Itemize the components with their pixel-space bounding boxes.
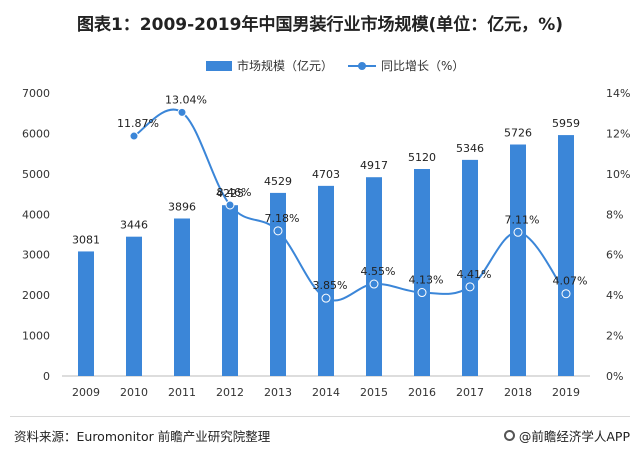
bar-value-label: 5726 <box>504 127 532 140</box>
y-right-tick-label: 0% <box>606 370 623 383</box>
growth-value-label: 7.11% <box>505 213 540 226</box>
legend-bar-swatch <box>206 60 232 71</box>
bar-2018 <box>510 144 526 376</box>
bar-2014 <box>318 185 334 376</box>
chart-title: 图表1：2009-2019年中国男装行业市场规模(单位：亿元，%) <box>76 15 564 35</box>
x-tick-label: 2013 <box>264 386 292 399</box>
bar-2010 <box>126 236 142 376</box>
y-left-tick-label: 2000 <box>22 289 50 302</box>
y-right-tick-label: 8% <box>606 208 623 221</box>
brand-text: @前瞻经济学人APP <box>518 429 630 444</box>
brand-logo-icon <box>503 430 515 441</box>
bar-2016 <box>414 169 430 376</box>
growth-value-label: 4.13% <box>409 274 444 287</box>
growth-point-2010 <box>129 131 139 141</box>
chart-plot: 0 1000 2000 3000 4000 5000 6000 7000 0% 2% 4% 6% 8% 1… <box>22 87 630 399</box>
bar-value-label: 3896 <box>168 200 196 213</box>
y-left-tick-label: 7000 <box>22 87 50 100</box>
growth-value-label: 4.07% <box>553 275 588 288</box>
growth-line <box>133 108 567 302</box>
growth-value-label: 7.18% <box>265 212 300 225</box>
legend-label-line: 同比增长（%） <box>381 59 465 73</box>
bar-value-label: 3446 <box>120 219 148 232</box>
growth-point-2016 <box>417 288 427 298</box>
bar-2015 <box>366 177 382 376</box>
bar-value-label: 4225 <box>216 187 244 200</box>
y-right-tick-label: 14% <box>606 87 630 100</box>
bar-value-label: 5120 <box>408 151 436 164</box>
x-tick-label: 2012 <box>216 386 244 399</box>
x-tick-label: 2010 <box>120 386 148 399</box>
bar-2017 <box>462 159 478 376</box>
y-right-tick-label: 2% <box>606 330 623 343</box>
y-right-tick-label: 10% <box>606 168 630 181</box>
growth-point-2011 <box>177 107 187 117</box>
x-tick-label: 2014 <box>312 386 340 399</box>
y-right-tick-label: 6% <box>606 249 623 262</box>
growth-point-2015 <box>369 279 379 289</box>
bar-2012 <box>222 205 238 376</box>
y-left-tick-label: 4000 <box>22 208 50 221</box>
bar-2019 <box>558 135 574 376</box>
growth-point-2018 <box>513 227 523 237</box>
growth-point-2014 <box>321 293 331 303</box>
bar-2011 <box>174 218 190 376</box>
bar-value-label: 5959 <box>552 117 580 130</box>
growth-value-label: 3.85% <box>313 279 348 292</box>
y-left-tick-label: 5000 <box>22 168 50 181</box>
y-left-tick-label: 0 <box>43 370 50 383</box>
bar-value-label: 5346 <box>456 142 484 155</box>
legend-item-bar: 市场规模（亿元） <box>206 57 333 74</box>
x-tick-label: 2018 <box>504 386 532 399</box>
legend-label-bar: 市场规模（亿元） <box>237 59 334 73</box>
y-right-tick-label: 4% <box>606 289 623 302</box>
y-left-tick-label: 3000 <box>22 249 50 262</box>
bar-value-label: 4917 <box>360 159 388 172</box>
source-note: 资料来源：Euromonitor 前瞻产业研究院整理 <box>14 429 271 444</box>
growth-value-label: 8.46% <box>217 186 252 199</box>
bar-value-label: 4529 <box>264 175 292 188</box>
growth-point-2019 <box>561 289 571 299</box>
bar-2009 <box>78 251 94 376</box>
footer-divider <box>10 416 630 417</box>
growth-point-2013 <box>273 226 283 236</box>
x-tick-label: 2015 <box>360 386 388 399</box>
x-tick-label: 2019 <box>552 386 580 399</box>
y-left-tick-label: 1000 <box>22 330 50 343</box>
x-tick-label: 2009 <box>72 386 100 399</box>
brand-credit: @前瞻经济学人APP <box>503 426 630 445</box>
growth-value-label: 13.04% <box>165 93 207 106</box>
legend: 市场规模（亿元） 同比增长（%） <box>0 57 640 75</box>
bar-2013 <box>270 192 286 376</box>
growth-value-label: 4.55% <box>361 265 396 278</box>
legend-item-line: 同比增长（%） <box>348 57 464 74</box>
legend-line-swatch <box>348 61 376 71</box>
growth-point-2012 <box>225 200 235 210</box>
growth-value-label: 11.87% <box>117 117 159 130</box>
x-tick-label: 2011 <box>168 386 196 399</box>
bar-value-label: 3081 <box>72 233 100 246</box>
growth-point-2017 <box>465 282 475 292</box>
x-tick-label: 2016 <box>408 386 436 399</box>
growth-value-label: 4.41% <box>457 268 492 281</box>
y-right-tick-label: 12% <box>606 127 630 140</box>
x-tick-label: 2017 <box>456 386 484 399</box>
bar-value-label: 4703 <box>312 168 340 181</box>
y-left-tick-label: 6000 <box>22 127 50 140</box>
